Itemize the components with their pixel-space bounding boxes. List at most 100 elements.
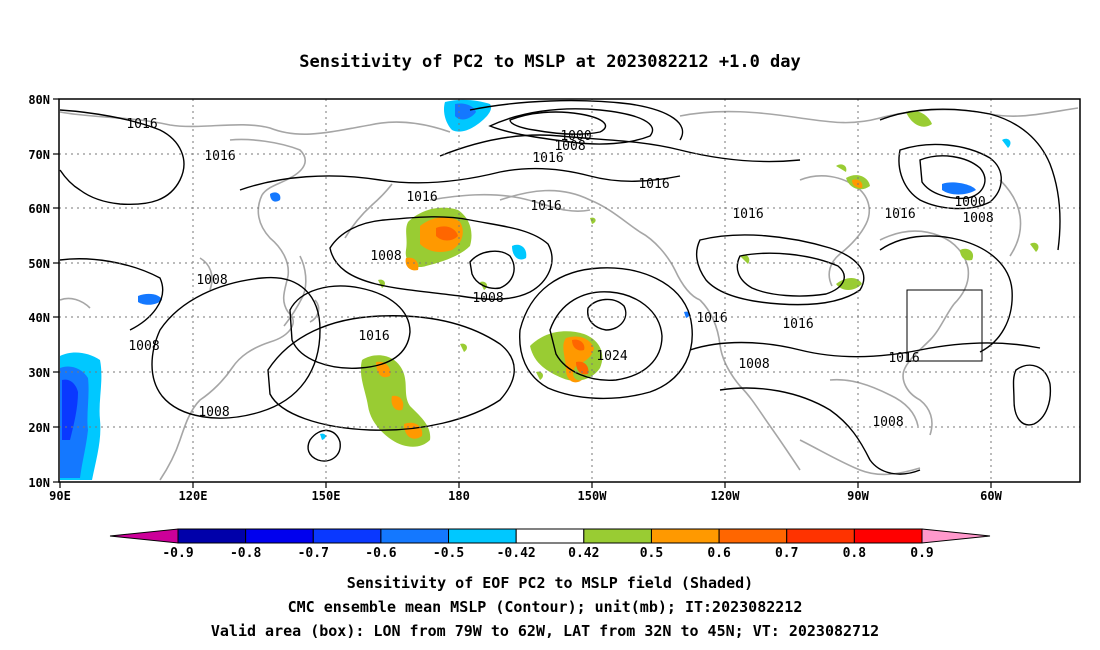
america-west-coast	[699, 299, 801, 471]
colorbar-label: -0.8	[230, 546, 261, 561]
china-coast	[159, 311, 294, 481]
lon-label: 60W	[980, 489, 1002, 503]
iso-label: 1016	[782, 317, 813, 332]
map-panel: 1016 1016 1000 1008 1016 1016 1016 1016 …	[28, 93, 1081, 503]
lat-label: 60N	[28, 202, 50, 216]
colorbar-swatch	[312, 528, 382, 544]
iso-label: 1016	[532, 151, 563, 166]
isobar-1016-arctic	[439, 134, 801, 163]
colorbar-swatch	[583, 528, 652, 544]
isobar-1016-north	[239, 167, 681, 191]
colorbar-label: -0.7	[298, 546, 329, 561]
iso-label: 1024	[596, 349, 627, 364]
pos-patch-subtropic-west-b	[391, 395, 404, 411]
iso-label: 1008	[128, 339, 159, 354]
colorbar-swatch	[380, 528, 450, 544]
pos-patch-small-l	[460, 343, 467, 352]
isobar-1016-west-pacific	[289, 285, 411, 369]
lon-label: 90E	[49, 489, 71, 503]
isobar-1016-broad	[267, 315, 515, 431]
colorbar-label: -0.6	[365, 546, 396, 561]
pos-patch-arctic-america	[906, 110, 932, 127]
isobar-1016-polar	[469, 99, 684, 141]
longitude-labels: 90E 120E 150E 180 150W 120W 90W 60W	[49, 489, 1002, 503]
iso-label: 1016	[126, 117, 157, 132]
colorbar-swatch	[718, 528, 788, 544]
iso-label: 1016	[696, 311, 727, 326]
colorbar-label: -0.9	[162, 546, 193, 561]
colorbar: -0.9 -0.8 -0.7 -0.6 -0.5 -0.42 0.42 0.5 0.6 0.7 0.…	[109, 528, 991, 561]
pos-patch-small-j	[960, 248, 974, 261]
lat-label: 30N	[28, 366, 50, 380]
neg-patch-arctic-core	[455, 103, 476, 120]
chart-title: Sensitivity of PC2 to MSLP at 2023082212…	[299, 52, 801, 72]
central-america	[799, 439, 921, 476]
iso-label: 1016	[406, 190, 437, 205]
lon-label: 120E	[179, 489, 208, 503]
iso-label: 1016	[638, 177, 669, 192]
colorbar-cap-low	[109, 528, 179, 544]
iso-label: 1008	[962, 211, 993, 226]
colorbar-label: -0.42	[497, 546, 536, 561]
iso-label: 1008	[370, 249, 401, 264]
iso-label: 1016	[358, 329, 389, 344]
pos-patch-central-pacific-core2	[576, 361, 589, 375]
isobar-1000-arctic	[509, 111, 607, 135]
colorbar-label: 0.6	[707, 546, 731, 561]
pos-patch-nw-pacific-core	[436, 226, 458, 241]
iso-label: 1008	[554, 139, 585, 154]
pos-patch-small-i	[836, 278, 862, 290]
caption-line-1: Sensitivity of EOF PC2 to MSLP field (Sh…	[347, 574, 753, 592]
isobar-1008-labrador	[898, 143, 1002, 210]
pos-patch-small-h	[740, 254, 750, 264]
asia-interior-coast	[59, 297, 91, 309]
kamchatka-coast	[344, 183, 393, 239]
lat-label: 20N	[28, 421, 50, 435]
isobar-1008-low	[469, 250, 515, 290]
caption-line-2: CMC ensemble mean MSLP (Contour); unit(m…	[288, 598, 803, 616]
colorbar-swatch	[853, 528, 923, 544]
arctic-coast-america	[679, 107, 1079, 124]
neg-patch-south-asia-core	[62, 379, 78, 440]
iso-label: 1016	[884, 207, 915, 222]
valid-area-box	[906, 289, 983, 362]
caption-line-3: Valid area (box): LON from 79W to 62W, L…	[211, 622, 879, 640]
isobars	[59, 99, 1061, 475]
siberia-east-coast	[257, 194, 290, 313]
isobar-1016-inner	[736, 252, 845, 297]
lat-label: 80N	[28, 93, 50, 107]
map-frame	[58, 98, 1081, 483]
lon-label: 150E	[312, 489, 341, 503]
colorbar-label: -0.5	[433, 546, 464, 561]
tick-marks	[53, 98, 992, 488]
colorbar-swatch	[245, 528, 314, 544]
gulf-coast	[829, 378, 919, 427]
iso-label: 1016	[732, 207, 763, 222]
colorbar-label: 0.9	[910, 546, 933, 561]
pos-patch-small-g	[836, 164, 847, 172]
coastlines	[59, 107, 1079, 481]
isobar-labels: 1016 1016 1000 1008 1016 1016 1016 1016 …	[126, 117, 993, 430]
isobar-1016-nw	[59, 109, 185, 206]
iso-label: 1008	[472, 291, 503, 306]
greenland-coast	[999, 179, 1022, 257]
pos-patch-small-d	[405, 257, 419, 271]
pos-patch-small-k	[1030, 242, 1039, 252]
neg-patch-north-america	[942, 182, 976, 195]
lat-label: 10N	[28, 476, 50, 490]
lon-label: 120W	[711, 489, 741, 503]
lon-label: 150W	[578, 489, 608, 503]
pos-patch-small-n	[590, 217, 596, 224]
colorbar-label: 0.42	[568, 546, 599, 561]
arctic-coast-asia	[59, 111, 451, 135]
isobar-1008-continent	[59, 258, 164, 331]
us-east-coast	[902, 303, 955, 436]
iso-label: 1000	[954, 195, 985, 210]
iso-label: 1008	[196, 273, 227, 288]
alaska-coast	[499, 189, 701, 301]
isobar-1008-nw-pacific	[329, 216, 553, 300]
neg-patch-pacific	[512, 244, 527, 260]
lat-label: 40N	[28, 311, 50, 325]
isobar-1016-north-america	[695, 234, 865, 306]
okhotsk-coast-north	[229, 138, 306, 196]
